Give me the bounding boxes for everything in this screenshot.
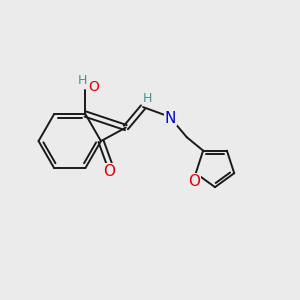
Text: O: O [103,164,116,179]
Text: O: O [188,174,200,189]
Text: H: H [143,92,152,105]
Text: H: H [78,74,87,87]
Text: O: O [88,80,99,94]
Text: N: N [164,111,176,126]
